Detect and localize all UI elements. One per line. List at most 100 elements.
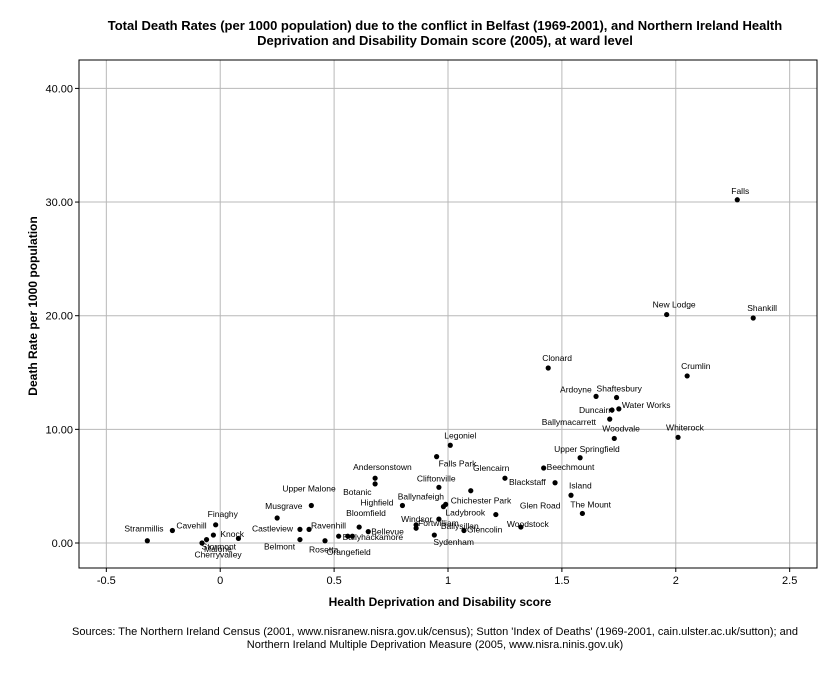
data-point xyxy=(144,538,150,544)
data-point xyxy=(579,510,585,517)
data-point xyxy=(345,533,351,539)
data-point xyxy=(611,435,617,442)
point-label: Woodstock xyxy=(507,519,550,529)
data-point xyxy=(199,540,205,546)
point-label: Malone xyxy=(204,544,232,554)
point-label: Woodvale xyxy=(602,423,640,433)
data-point xyxy=(169,527,175,534)
point-label: Ladybrook xyxy=(445,508,485,518)
point-label: Upper Malone xyxy=(282,483,336,493)
data-point xyxy=(210,532,216,538)
point-label: Botanic xyxy=(343,487,372,497)
point-label: New Lodge xyxy=(653,300,696,310)
point-label: Sydenham xyxy=(433,537,474,547)
data-point xyxy=(365,529,371,535)
source-note-line-1: Sources: The Northern Ireland Census (20… xyxy=(72,626,798,638)
point-label: Clonard xyxy=(542,353,572,363)
point-label: Glencairn xyxy=(473,463,510,473)
data-point xyxy=(577,455,583,461)
point-label: Ballynafeigh xyxy=(398,491,445,501)
y-tick-label: 20.00 xyxy=(45,311,73,323)
point-label: Musgrave xyxy=(265,501,303,511)
point-label: Blackstaff xyxy=(509,477,546,487)
data-point xyxy=(664,311,670,318)
point-label: Ballymacarrett xyxy=(542,417,597,427)
data-point xyxy=(431,532,437,538)
point-label: Water Works xyxy=(622,400,671,410)
point-label: Andersonstown xyxy=(353,462,412,472)
x-tick-label: 2 xyxy=(673,575,679,587)
x-axis-title: Health Deprivation and Disability score xyxy=(329,595,552,609)
point-label: The Mount xyxy=(570,499,611,509)
data-point xyxy=(235,535,242,542)
data-point xyxy=(336,533,342,539)
point-label: Castleview xyxy=(252,523,294,533)
data-point xyxy=(322,538,328,544)
point-label: Ballysillan xyxy=(441,521,479,531)
point-label: Legoniel xyxy=(444,430,476,440)
data-point xyxy=(750,315,756,321)
data-points xyxy=(144,197,756,546)
chart-title-line-2: Deprivation and Disability Domain score … xyxy=(257,33,633,48)
data-point xyxy=(434,454,440,460)
point-label: Shankill xyxy=(747,303,777,313)
data-point xyxy=(356,524,362,530)
point-label: Cavehill xyxy=(176,520,206,530)
data-point xyxy=(493,511,499,518)
point-label: Shaftesbury xyxy=(597,384,643,394)
data-point xyxy=(593,393,599,399)
data-point xyxy=(609,407,615,413)
point-label: Bloomfield xyxy=(346,508,386,518)
point-label: Highfield xyxy=(360,497,393,507)
point-label: Glen Road xyxy=(520,501,561,511)
source-note: Sources: The Northern Ireland Census (20… xyxy=(40,626,830,652)
data-point xyxy=(616,406,622,412)
x-tick-label: 1.5 xyxy=(554,575,569,587)
x-tick-label: 0 xyxy=(217,575,223,587)
data-point xyxy=(413,522,419,528)
chart-title-line-1: Total Death Rates (per 1000 population) … xyxy=(107,18,783,33)
point-label: Ravenhill xyxy=(311,520,346,530)
point-label: Belmont xyxy=(264,542,296,552)
point-label: Glencolin xyxy=(467,524,503,534)
x-tick-label: 2.5 xyxy=(782,575,797,587)
point-label: Fortwilliam xyxy=(418,518,459,528)
axis-ticks: -0.5 0 0.5 1 1.5 2 2.5 0.00 10.00 20.00 30.00 40.00 xyxy=(45,83,797,587)
point-label: Whiterock xyxy=(666,422,705,432)
point-label: Falls Park xyxy=(439,459,478,469)
point-label: Cherryvalley xyxy=(194,549,242,559)
point-label: Bellevue xyxy=(371,527,404,537)
point-label: Orangefield xyxy=(327,547,371,557)
data-point xyxy=(468,488,474,494)
data-point xyxy=(349,533,355,539)
point-label: Crumlin xyxy=(681,361,711,371)
y-tick-label: 40.00 xyxy=(45,83,73,95)
data-point xyxy=(436,516,442,522)
data-point xyxy=(203,536,210,543)
point-label: Falls xyxy=(731,186,749,196)
point-label: Knock xyxy=(220,529,244,539)
y-tick-label: 10.00 xyxy=(45,424,73,436)
data-point xyxy=(607,416,613,422)
data-point xyxy=(734,197,740,203)
data-point xyxy=(447,442,453,448)
data-point xyxy=(552,480,558,486)
point-label: Windsor xyxy=(401,514,432,524)
data-point xyxy=(568,492,574,498)
x-tick-label: -0.5 xyxy=(97,575,116,587)
point-label: Cliftonville xyxy=(417,473,456,483)
data-point xyxy=(518,524,524,530)
data-point xyxy=(372,475,378,481)
data-point xyxy=(461,527,467,534)
data-point xyxy=(545,365,551,371)
data-point xyxy=(675,434,681,440)
data-point xyxy=(436,484,442,490)
point-label: Beechmount xyxy=(547,462,595,472)
point-label: Chichester Park xyxy=(451,496,512,506)
data-point xyxy=(297,526,303,532)
y-tick-label: 0.00 xyxy=(52,538,73,550)
data-point xyxy=(308,502,314,509)
grid-lines xyxy=(79,60,817,568)
data-point xyxy=(274,515,280,521)
